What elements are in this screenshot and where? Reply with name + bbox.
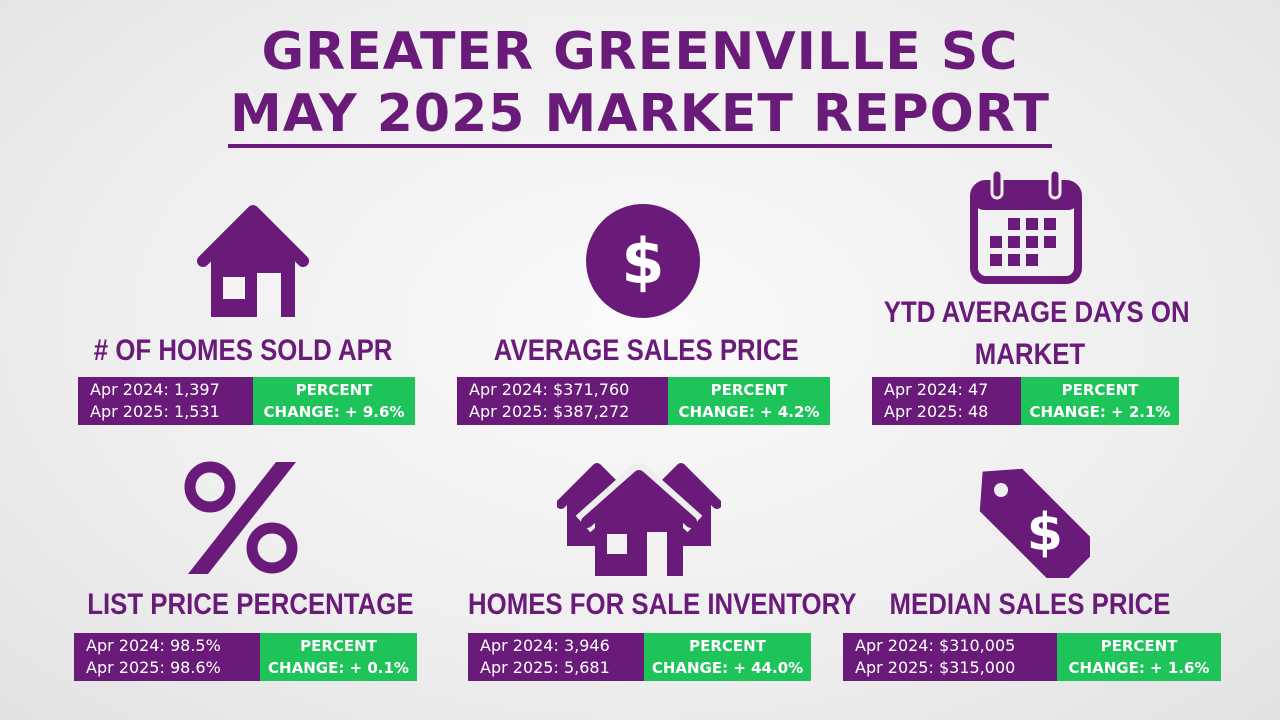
stat-homes-for-sale-inventory: Apr 2024: 3,946 Apr 2025: 5,681 PERCENT …	[468, 633, 811, 681]
stat-value-2025: Apr 2025: $315,000	[855, 658, 1016, 677]
stat-value-2024: Apr 2024: 3,946	[480, 636, 610, 655]
stat-value-2024: Apr 2024: 47	[884, 380, 989, 399]
stat-value-2025: Apr 2025: $387,272	[469, 402, 630, 421]
price-tag-icon: $	[970, 460, 1090, 578]
percent-change: CHANGE: + 4.2%	[678, 403, 820, 421]
stat-value-2024: Apr 2024: $310,005	[855, 636, 1016, 655]
house-icon	[197, 203, 309, 319]
dollar-icon: $	[585, 203, 701, 319]
percent-label: PERCENT	[295, 381, 373, 399]
card-title-homes-for-sale-inventory: HOMES FOR SALE INVENTORY	[468, 588, 857, 621]
percent-label: PERCENT	[1061, 381, 1139, 399]
percent-label: PERCENT	[1100, 637, 1178, 655]
svg-text:$: $	[1027, 503, 1063, 563]
percent-change: CHANGE: + 0.1%	[268, 659, 409, 677]
stat-list-price-percentage: Apr 2024: 98.5% Apr 2025: 98.6% PERCENT …	[74, 633, 417, 681]
percent-change: CHANGE: + 9.6%	[263, 403, 405, 421]
stat-median-sales-price: Apr 2024: $310,005 Apr 2025: $315,000 PE…	[843, 633, 1221, 681]
stat-value-2024: Apr 2024: $371,760	[469, 380, 630, 399]
percent-label: PERCENT	[689, 637, 766, 655]
stat-value-2025: Apr 2025: 98.6%	[86, 658, 221, 677]
percent-change: CHANGE: + 44.0%	[651, 659, 804, 677]
svg-text:$: $	[621, 225, 664, 298]
calendar-icon	[970, 168, 1082, 284]
stat-value-2025: Apr 2025: 48	[884, 402, 989, 421]
percent-change: CHANGE: + 1.6%	[1068, 659, 1210, 677]
stat-value-2025: Apr 2025: 1,531	[90, 402, 220, 421]
percent-icon	[184, 460, 300, 576]
card-title-median-sales-price: MEDIAN SALES PRICE	[889, 588, 1171, 621]
stat-value-2025: Apr 2025: 5,681	[480, 658, 610, 677]
percent-label: PERCENT	[300, 637, 377, 655]
stat-value-2024: Apr 2024: 98.5%	[86, 636, 221, 655]
percent-label: PERCENT	[710, 381, 788, 399]
stat-homes-sold: Apr 2024: 1,397 Apr 2025: 1,531 PERCENT …	[78, 377, 415, 425]
stat-value-2024: Apr 2024: 1,397	[90, 380, 220, 399]
stat-days-on-market: Apr 2024: 47 Apr 2025: 48 PERCENT CHANGE…	[872, 377, 1179, 425]
stat-average-sales-price: Apr 2024: $371,760 Apr 2025: $387,272 PE…	[457, 377, 830, 425]
report-title-line2: MAY 2025 MARKET REPORT	[227, 84, 1053, 148]
card-title-average-sales-price: AVERAGE SALES PRICE	[493, 334, 799, 367]
houses-icon	[557, 460, 721, 578]
card-title-days-on-market-b: MARKET	[974, 338, 1086, 371]
card-title-list-price-percentage: LIST PRICE PERCENTAGE	[87, 588, 414, 621]
report-title-line1: GREATER GREENVILLE SC	[261, 22, 1019, 82]
card-title-days-on-market-a: YTD AVERAGE DAYS ON	[883, 296, 1190, 329]
percent-change: CHANGE: + 2.1%	[1029, 403, 1171, 421]
card-title-homes-sold: # OF HOMES SOLD APR	[93, 334, 393, 367]
